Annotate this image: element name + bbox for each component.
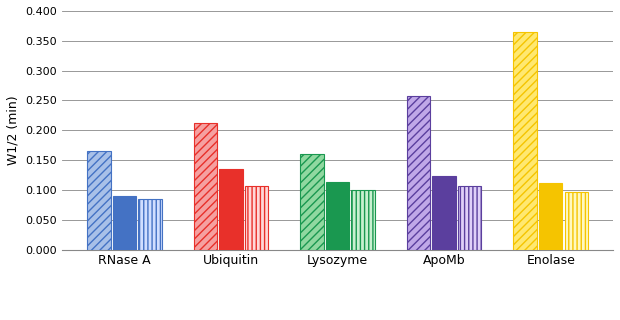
Bar bbox=[565, 192, 588, 250]
Bar bbox=[432, 176, 456, 250]
Bar bbox=[539, 183, 562, 250]
Bar bbox=[326, 182, 349, 250]
Bar bbox=[407, 96, 430, 250]
Bar bbox=[219, 169, 243, 250]
Bar bbox=[513, 32, 537, 250]
Y-axis label: W1/2 (min): W1/2 (min) bbox=[7, 95, 20, 165]
Bar bbox=[300, 154, 324, 250]
Bar bbox=[193, 123, 217, 250]
Bar bbox=[87, 151, 110, 250]
Bar bbox=[458, 186, 482, 250]
Bar bbox=[138, 199, 162, 250]
Bar bbox=[245, 186, 268, 250]
Bar bbox=[352, 190, 375, 250]
Bar bbox=[113, 196, 136, 250]
